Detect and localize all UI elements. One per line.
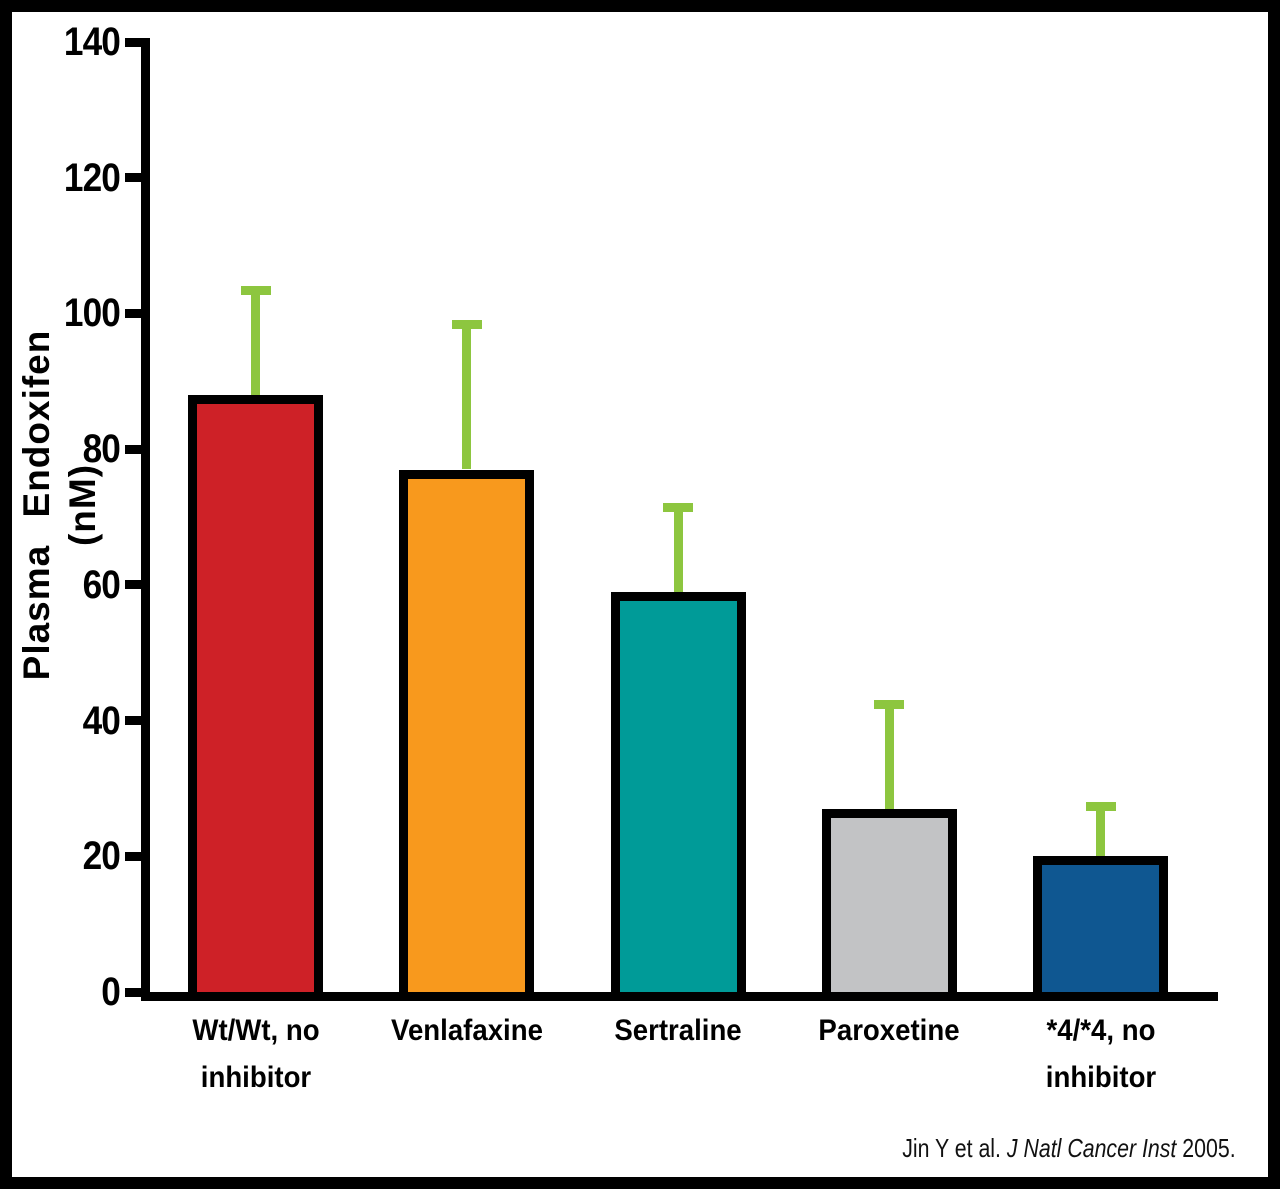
y-tick-label: 120 <box>63 155 121 200</box>
error-bar-stem <box>251 286 260 395</box>
bar-venlafaxine <box>399 469 535 992</box>
x-category-label: Paroxetine <box>751 1007 1027 1054</box>
y-axis-tick <box>125 308 141 318</box>
x-category-label-line: Paroxetine <box>818 1014 960 1047</box>
y-axis-tick <box>125 444 141 454</box>
bar-paroxetine <box>821 808 957 992</box>
y-tick-label: 20 <box>82 834 121 879</box>
bar-wt-wt-no-inhibitor <box>188 394 323 992</box>
y-axis-tick <box>125 173 141 183</box>
y-axis-tick <box>125 716 141 726</box>
x-category-label-line: Venlafaxine <box>390 1014 543 1047</box>
error-bar-cap <box>1085 802 1116 811</box>
y-tick-label: 40 <box>82 698 121 743</box>
error-bar-cap <box>874 700 905 710</box>
x-category-label-line: inhibitor <box>200 1061 311 1094</box>
citation-year: 2005. <box>1176 1133 1236 1163</box>
x-axis-line <box>141 992 1218 1001</box>
y-tick-label: 140 <box>63 20 121 64</box>
x-category-label-line: inhibitor <box>1045 1061 1156 1094</box>
error-bar-cap <box>451 320 482 330</box>
y-tick-label: 100 <box>63 291 121 336</box>
y-axis-tick <box>125 987 141 997</box>
y-tick-label: 0 <box>101 970 121 1014</box>
x-category-label-line: Sertraline <box>614 1014 742 1047</box>
bar-4-4-no-inhibitor <box>1033 856 1168 992</box>
y-axis-tick <box>125 580 141 590</box>
error-bar-cap <box>240 286 271 296</box>
error-bar-stem <box>462 320 472 470</box>
x-category-label-line: *4/*4, no <box>1046 1014 1155 1047</box>
error-bar-stem <box>673 503 683 592</box>
error-bar-cap <box>663 503 693 513</box>
y-tick-label: 60 <box>82 562 121 607</box>
y-tick-label: 80 <box>82 427 121 472</box>
x-category-label: Sertraline <box>540 1007 816 1054</box>
citation-journal: J Natl Cancer Inst <box>1007 1133 1177 1163</box>
y-axis-line <box>141 38 150 1001</box>
x-category-label: *4/*4, no inhibitor <box>963 1007 1239 1101</box>
error-bar-stem <box>1096 802 1105 857</box>
bar-sertraline <box>610 591 746 992</box>
y-axis-tick <box>125 851 141 861</box>
y-axis-tick <box>125 37 141 47</box>
citation-authors: Jin Y et al. <box>902 1133 1008 1163</box>
x-category-label-line: Wt/Wt, no <box>191 1014 320 1047</box>
x-category-label: Wt/Wt, no inhibitor <box>118 1007 394 1101</box>
x-category-label: Venlafaxine <box>329 1007 605 1054</box>
citation: Jin Y et al. J Natl Cancer Inst 2005. <box>903 1133 1236 1164</box>
error-bar-stem <box>884 700 894 809</box>
